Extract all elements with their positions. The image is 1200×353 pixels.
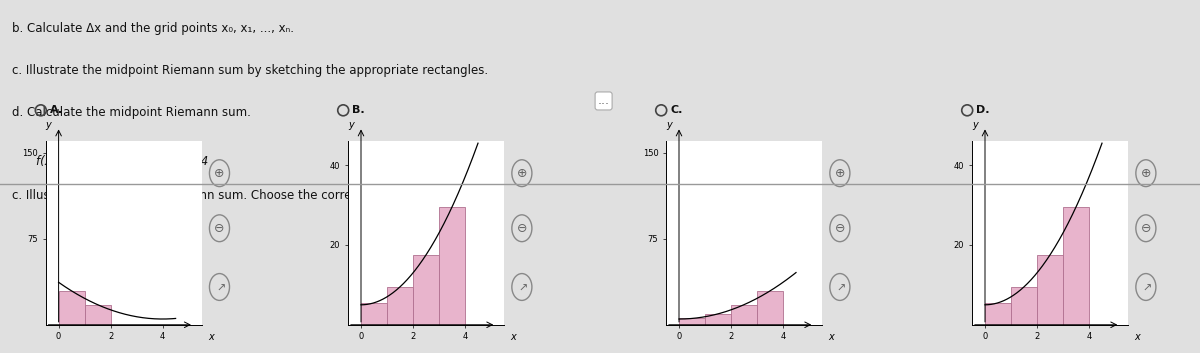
Bar [59,291,84,325]
Bar [1012,287,1037,325]
Text: ↗: ↗ [518,284,528,294]
Text: ⊕: ⊕ [517,167,527,180]
Text: ⊖: ⊖ [835,222,845,235]
Bar [706,314,731,325]
Bar [361,303,386,325]
Text: x: x [510,332,516,342]
Bar [386,287,413,325]
Text: ↗: ↗ [1142,284,1152,294]
Bar [757,291,784,325]
Text: ⊕: ⊕ [215,167,224,180]
Bar [84,305,110,325]
Text: D.: D. [977,105,990,115]
Text: y: y [666,120,672,130]
Text: y: y [972,120,978,130]
Text: C.: C. [671,105,683,115]
Text: ⊖: ⊖ [517,222,527,235]
Text: B.: B. [353,105,365,115]
Bar [679,318,706,325]
Text: f(x) = 2x² + 5 on [0,4]; n = 4: f(x) = 2x² + 5 on [0,4]; n = 4 [36,154,209,167]
Text: b. Calculate Δx and the grid points x₀, x₁, ..., xₙ.: b. Calculate Δx and the grid points x₀, … [12,22,294,35]
Bar [985,303,1012,325]
Text: ⊖: ⊖ [1141,222,1151,235]
Text: ↗: ↗ [216,284,226,294]
Text: c. Illustrate the midpoint Riemann sum. Choose the correct graph below.: c. Illustrate the midpoint Riemann sum. … [12,189,443,202]
Bar [731,305,757,325]
Bar [1063,207,1090,325]
Text: y: y [348,120,354,130]
Text: x: x [1134,332,1140,342]
Text: ⊕: ⊕ [835,167,845,180]
Text: x: x [208,332,214,342]
Text: d. Calculate the midpoint Riemann sum.: d. Calculate the midpoint Riemann sum. [12,107,251,119]
Bar [1037,255,1063,325]
Text: ⊕: ⊕ [1141,167,1151,180]
Bar [413,255,439,325]
Text: ↗: ↗ [836,284,846,294]
Text: x: x [828,332,834,342]
Text: A.: A. [49,105,62,115]
Text: ...: ... [598,95,610,107]
Text: ⊖: ⊖ [215,222,224,235]
Bar [439,207,466,325]
Text: c. Illustrate the midpoint Riemann sum by sketching the appropriate rectangles.: c. Illustrate the midpoint Riemann sum b… [12,64,488,77]
Text: y: y [46,120,52,130]
